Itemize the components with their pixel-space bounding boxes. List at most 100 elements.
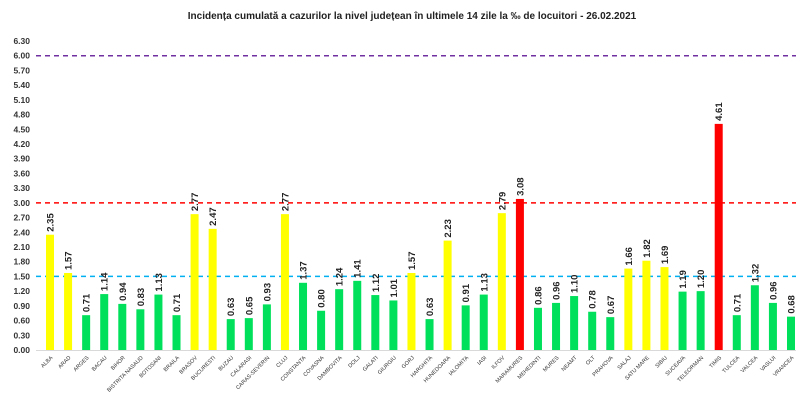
bar: [588, 311, 597, 350]
bar: [533, 307, 542, 350]
chart-title: Incidența cumulată a cazurilor la nivel …: [188, 11, 637, 22]
category-label: ILFOV: [491, 355, 507, 371]
y-tick-label: 5.40: [13, 80, 30, 90]
bar: [335, 289, 344, 350]
data-label: 0.65: [244, 296, 255, 315]
y-tick-label: 0.00: [13, 345, 30, 355]
category-label: ARGES: [73, 355, 91, 373]
category-label: NEAMT: [561, 355, 579, 373]
category-label: IALOMITA: [448, 355, 470, 377]
y-tick-label: 5.70: [13, 65, 30, 75]
data-label: 2.77: [280, 193, 291, 212]
data-label: 0.93: [262, 283, 273, 302]
y-tick-label: 0.60: [13, 316, 30, 326]
data-label: 0.67: [606, 296, 617, 315]
data-label: 1.20: [696, 270, 707, 289]
category-label: TULCEA: [722, 355, 742, 375]
y-tick-label: 1.20: [13, 286, 30, 296]
bar: [100, 294, 109, 350]
category-label: TIMIS: [709, 355, 724, 370]
data-label: 0.96: [768, 281, 779, 300]
data-label: 2.35: [46, 213, 57, 232]
bar: [696, 291, 705, 350]
bar: [190, 214, 199, 350]
bar: [768, 302, 777, 350]
data-label: 1.13: [479, 273, 490, 292]
bar: [262, 304, 271, 350]
y-tick-label: 4.80: [13, 110, 30, 120]
y-tick-label: 1.80: [13, 257, 30, 267]
category-label: ALBA: [40, 355, 54, 369]
data-label: 0.80: [317, 289, 328, 308]
data-label: 1.10: [570, 275, 581, 294]
category-label: BACAU: [91, 355, 109, 373]
data-label: 2.47: [208, 207, 219, 226]
category-label: GIURGIU: [377, 355, 398, 376]
data-label: 1.19: [678, 270, 689, 289]
data-label: 2.23: [443, 219, 454, 238]
bar: [606, 317, 615, 350]
bar: [714, 123, 723, 350]
category-label: OLT: [585, 355, 597, 367]
data-label: 1.82: [642, 239, 653, 258]
bar: [371, 295, 380, 350]
data-label: 0.63: [226, 298, 237, 317]
data-label: 1.24: [335, 267, 346, 286]
bar: [787, 316, 795, 350]
category-label: SIBIU: [654, 355, 668, 369]
bar: [172, 315, 181, 350]
y-tick-label: 0.90: [13, 301, 30, 311]
data-label: 0.96: [552, 281, 563, 300]
data-label: 0.83: [136, 288, 147, 307]
data-label: 1.14: [100, 272, 111, 291]
data-label: 0.71: [732, 293, 743, 312]
bar: [624, 268, 633, 350]
data-label: 0.91: [461, 283, 472, 302]
bar: [732, 315, 741, 350]
y-tick-label: 2.40: [13, 227, 30, 237]
data-label: 0.86: [533, 286, 544, 305]
bar: [208, 228, 217, 350]
bar: [750, 285, 759, 350]
bar: [46, 234, 54, 350]
category-label: ARAD: [57, 355, 72, 370]
data-label: 3.08: [515, 177, 526, 196]
category-label: IASI: [477, 355, 489, 367]
data-label: 0.71: [172, 293, 183, 312]
bar: [317, 310, 326, 350]
bar: [244, 318, 253, 350]
data-label: 1.57: [407, 251, 418, 270]
bar: [497, 213, 506, 350]
data-label: 1.13: [154, 273, 165, 292]
bar: [461, 305, 470, 350]
category-label: BUZAU: [218, 355, 235, 372]
y-tick-label: 3.60: [13, 168, 30, 178]
data-label: 1.37: [299, 261, 310, 280]
data-label: 0.71: [82, 293, 93, 312]
category-label: MURES: [542, 355, 561, 374]
y-tick-label: 1.50: [13, 271, 30, 281]
bar: [678, 291, 687, 350]
bar: [642, 260, 651, 350]
bar: [479, 294, 488, 350]
bar: [136, 309, 145, 350]
bar: [118, 303, 127, 350]
bar: [552, 302, 561, 350]
bar: [280, 214, 289, 350]
bar: [299, 282, 308, 350]
data-label: 1.41: [353, 259, 364, 278]
category-label: SALAJ: [617, 355, 633, 371]
bar: [515, 198, 524, 350]
data-label: 1.57: [64, 251, 75, 270]
category-label: GORJ: [401, 355, 416, 370]
y-tick-label: 3.00: [13, 198, 30, 208]
bar: [443, 240, 452, 350]
data-label: 0.63: [425, 298, 436, 317]
category-label: VALCEA: [740, 355, 760, 375]
y-tick-label: 2.10: [13, 242, 30, 252]
bar: [660, 267, 669, 350]
bar: [64, 272, 73, 350]
y-tick-label: 0.30: [13, 330, 30, 340]
category-label: CLUJ: [275, 355, 289, 369]
